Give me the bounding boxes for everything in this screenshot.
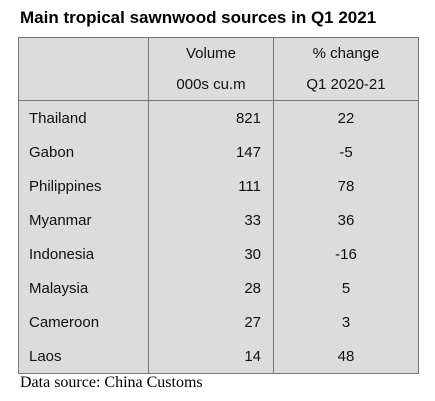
header-cell: 000s cu.m xyxy=(148,69,274,101)
cell: 48 xyxy=(273,339,419,374)
data-row: Indonesia 30 -16 xyxy=(18,237,419,271)
header-cell: Q1 2020-21 xyxy=(273,69,419,101)
row-label: Thailand xyxy=(18,100,149,135)
row-label: Laos xyxy=(18,339,149,374)
header-row: 000s cu.m Q1 2020-21 xyxy=(18,69,419,101)
cell: -16 xyxy=(273,237,419,271)
data-row: Thailand 821 22 xyxy=(18,100,419,135)
cell: 3 xyxy=(273,305,419,339)
row-label: Cameroon xyxy=(18,305,149,339)
cell: 33 xyxy=(148,203,274,237)
title: Main tropical sawnwood sources in Q1 202… xyxy=(20,8,377,27)
data-table: Volume% change 000s cu.m Q1 2020-21 Thailan… xyxy=(18,37,419,374)
cell: 821 xyxy=(148,100,274,135)
cell: -5 xyxy=(273,135,419,169)
data-row: Philippines 111 78 xyxy=(18,169,419,203)
cell: 14 xyxy=(148,339,274,374)
table-body: Volume% change 000s cu.m Q1 2020-21 Thailan… xyxy=(18,37,419,374)
row-label: Indonesia xyxy=(18,237,149,271)
cell: 28 xyxy=(148,271,274,305)
data-row: Myanmar 33 36 xyxy=(18,203,419,237)
row-label: Myanmar xyxy=(18,203,149,237)
data-row: Laos 14 48 xyxy=(18,339,419,374)
cell: 147 xyxy=(148,135,274,169)
row-label: Philippines xyxy=(18,169,149,203)
row-label: Gabon xyxy=(18,135,149,169)
cell: 22 xyxy=(273,100,419,135)
cell: 5 xyxy=(273,271,419,305)
row-label: Malaysia xyxy=(18,271,149,305)
data-row: Cameroon 27 3 xyxy=(18,305,419,339)
header-cell: % change xyxy=(273,37,419,69)
cell: 36 xyxy=(273,203,419,237)
header-cell xyxy=(18,37,149,69)
cell: 111 xyxy=(148,169,274,203)
cell: 78 xyxy=(273,169,419,203)
header-cell: Volume xyxy=(148,37,274,69)
header-row: Volume% change xyxy=(18,37,419,69)
header-cell xyxy=(18,69,149,101)
data-row: Malaysia 28 5 xyxy=(18,271,419,305)
cell: 30 xyxy=(148,237,274,271)
source-note: Data source: China Customs xyxy=(20,374,203,391)
cell: 27 xyxy=(148,305,274,339)
data-row: Gabon 147 -5 xyxy=(18,135,419,169)
